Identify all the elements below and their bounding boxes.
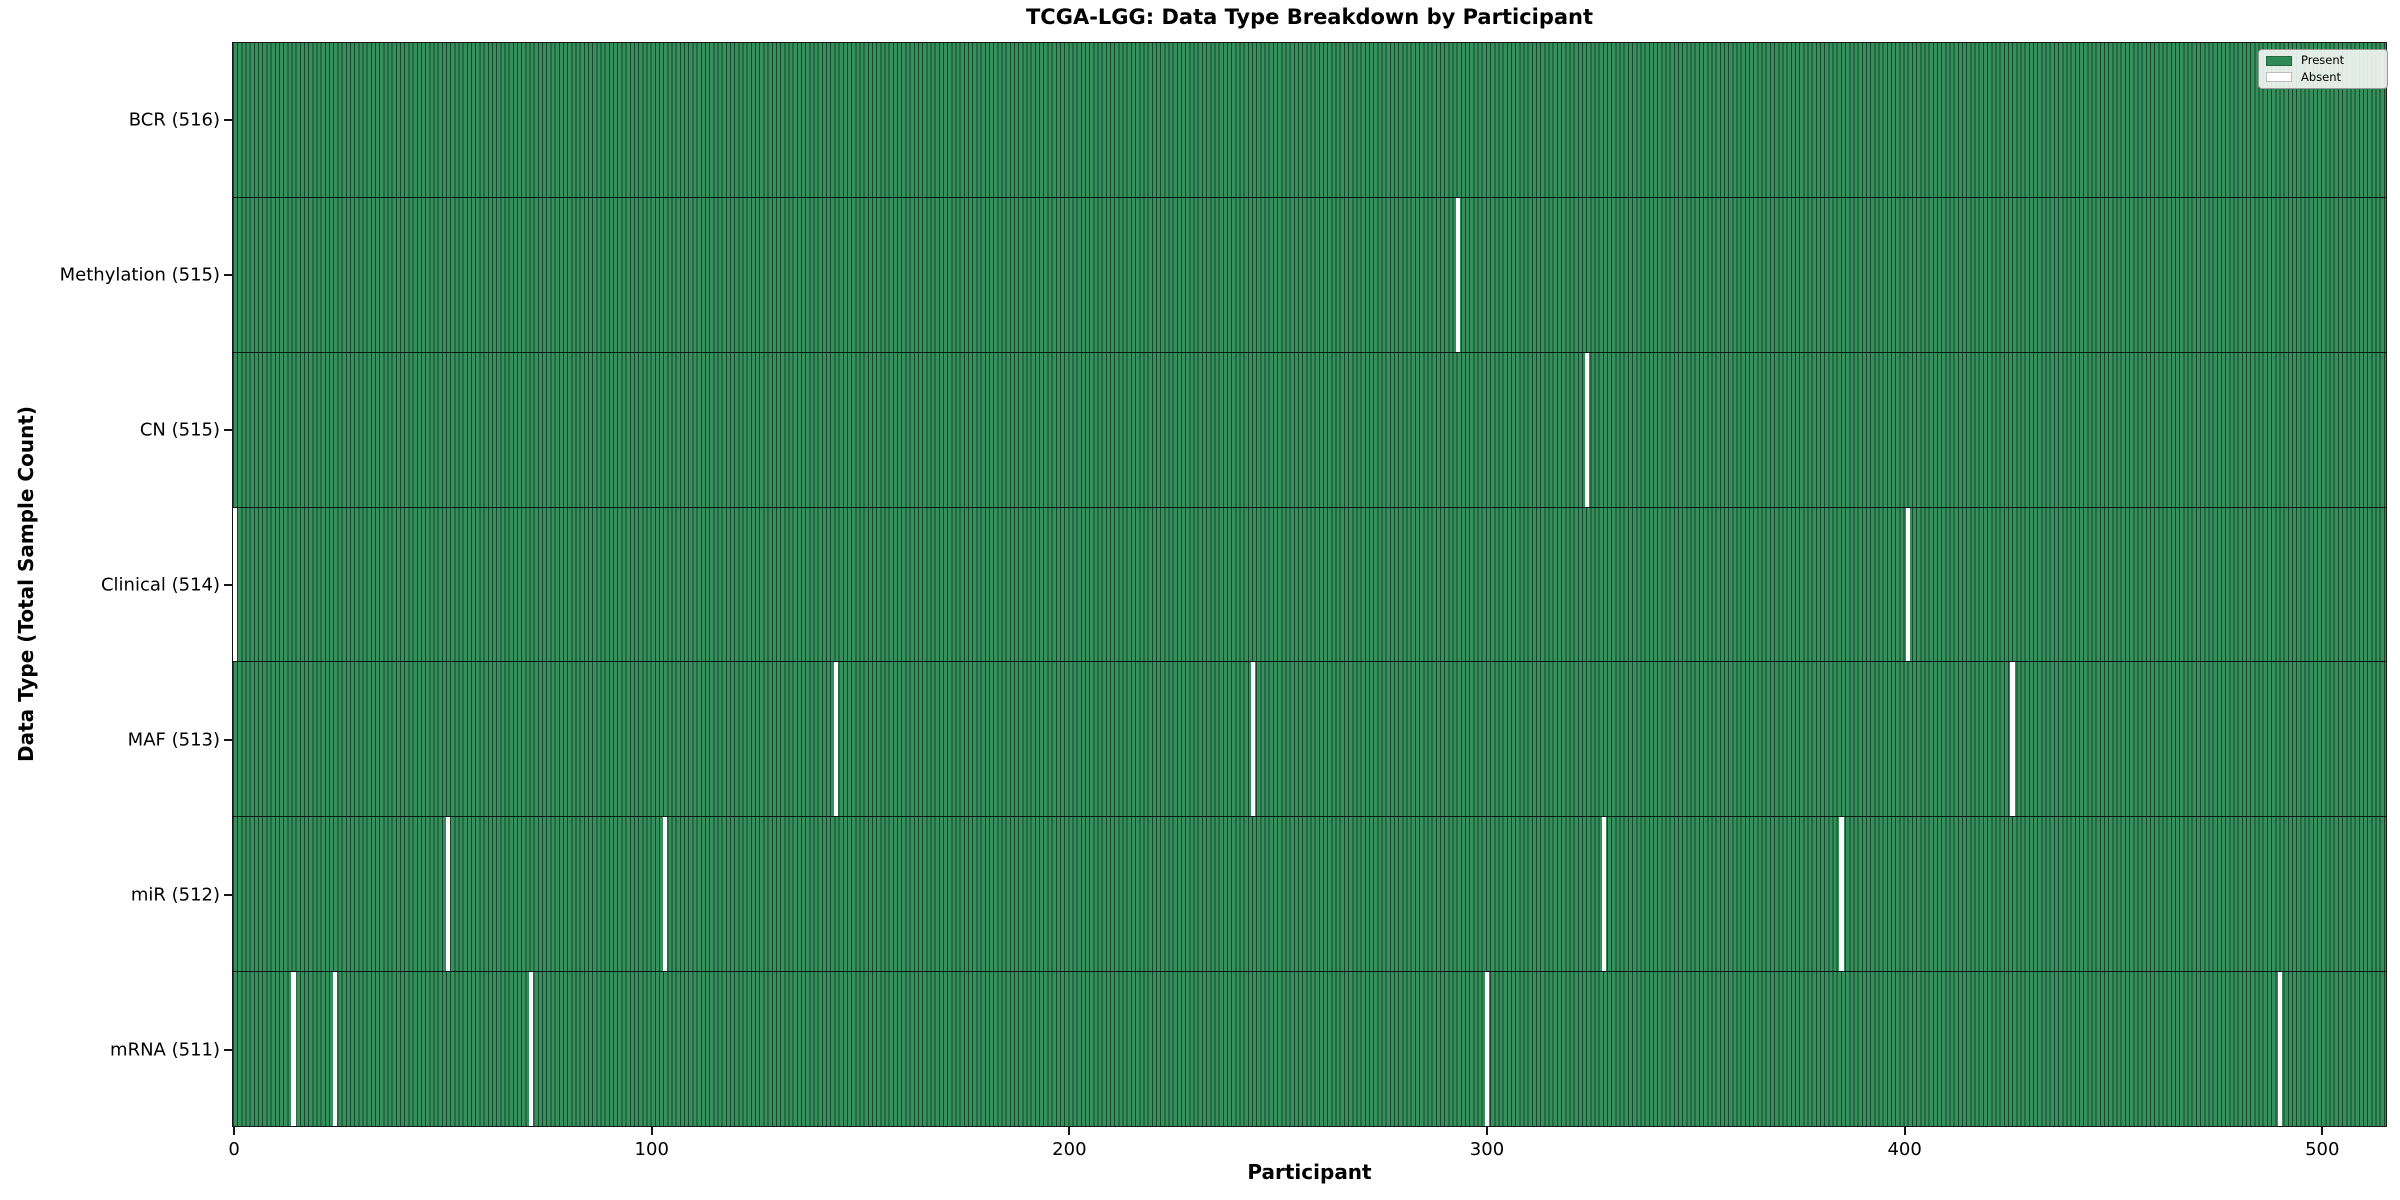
chart-title: TCGA-LGG: Data Type Breakdown by Partici…	[1025, 5, 1594, 29]
x-tick-label: 200	[1052, 1139, 1087, 1160]
x-tick-label: 500	[2305, 1139, 2340, 1160]
x-tick-mark	[650, 1127, 653, 1135]
x-tick-mark	[1485, 1127, 1488, 1135]
x-axis-label: Participant	[1247, 1160, 1372, 1184]
heatmap-row-maf	[233, 661, 2386, 817]
x-tick-mark	[1068, 1127, 1071, 1135]
y-tick-mark	[224, 1048, 232, 1051]
y-tick-label: MAF (513)	[127, 729, 220, 750]
absent-marker	[1839, 817, 1844, 972]
absent-marker	[1906, 507, 1911, 662]
y-tick-label: Methylation (515)	[59, 264, 220, 285]
absent-marker	[1455, 197, 1460, 352]
y-tick-label: BCR (516)	[128, 109, 220, 130]
absent-marker	[2277, 972, 2282, 1127]
heatmap-row-cn	[233, 351, 2386, 507]
x-tick-mark	[1903, 1127, 1906, 1135]
absent-marker	[333, 972, 338, 1127]
heatmap-row-mir	[233, 816, 2386, 972]
y-tick-mark	[224, 273, 232, 276]
y-tick-mark	[224, 893, 232, 896]
absent-marker	[1601, 817, 1606, 972]
absent-marker	[529, 972, 534, 1127]
legend-label-absent: Absent	[2301, 69, 2342, 84]
x-tick-label: 300	[1469, 1139, 1505, 1160]
x-tick-label: 100	[634, 1139, 669, 1160]
heatmap-row-bcr	[233, 43, 2386, 197]
absent-marker	[1584, 352, 1590, 507]
y-tick-label: mRNA (511)	[110, 1039, 220, 1060]
absent-marker	[2010, 662, 2015, 817]
y-tick-label: Clinical (514)	[100, 574, 220, 595]
absent-marker	[662, 817, 667, 972]
absent-marker	[1251, 662, 1256, 817]
y-tick-mark	[224, 428, 232, 431]
heatmap-plot-area	[232, 42, 2387, 1127]
x-tick-label: 400	[1887, 1139, 1922, 1160]
y-tick-label: miR (512)	[130, 884, 220, 905]
heatmap-row-mrna	[233, 971, 2386, 1127]
x-tick-label: 0	[228, 1139, 240, 1160]
absent-marker	[1484, 972, 1489, 1127]
legend-label-present: Present	[2301, 53, 2345, 67]
absent-marker	[291, 972, 296, 1127]
absent-marker	[233, 507, 238, 662]
x-tick-mark	[2321, 1127, 2324, 1135]
x-tick-mark	[233, 1127, 236, 1135]
y-tick-mark	[224, 583, 232, 586]
y-tick-label: CN (515)	[139, 419, 220, 440]
y-tick-mark	[224, 738, 232, 741]
legend: Present Absent	[2258, 49, 2388, 89]
absent-marker	[445, 817, 450, 972]
legend-item-present: Present	[2266, 53, 2380, 67]
legend-item-absent: Absent	[2266, 69, 2380, 84]
y-tick-mark	[224, 118, 232, 121]
heatmap-row-clinical	[233, 506, 2386, 662]
heatmap-row-methylation	[233, 196, 2386, 352]
absent-marker	[833, 662, 838, 817]
legend-swatch-absent-icon	[2266, 72, 2292, 83]
legend-swatch-present-icon	[2266, 55, 2292, 66]
